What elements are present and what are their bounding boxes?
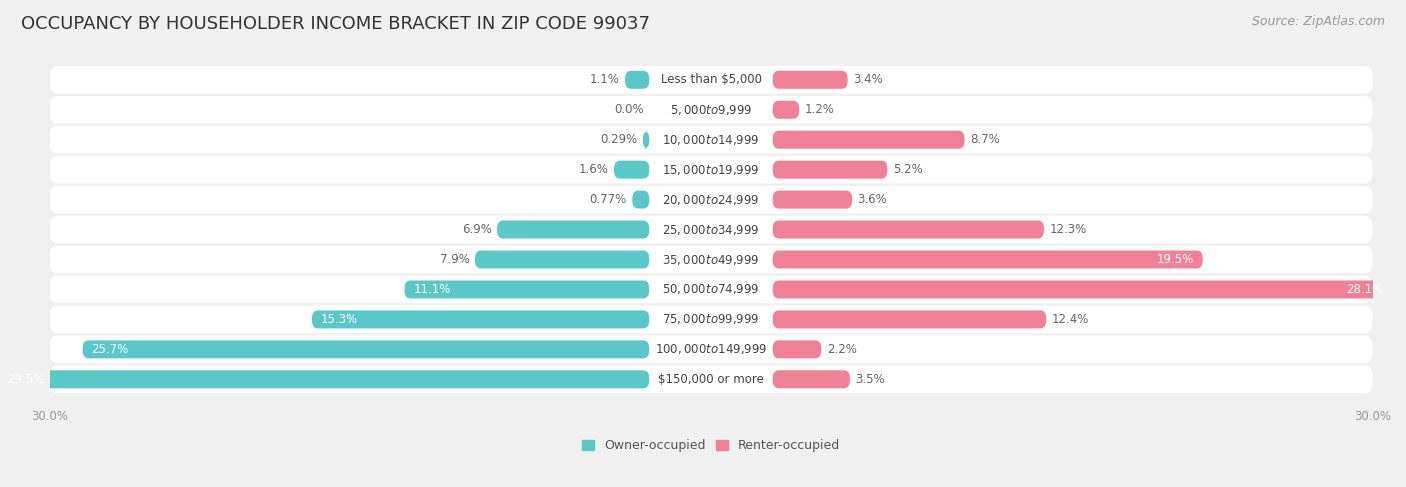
FancyBboxPatch shape xyxy=(475,250,650,268)
FancyBboxPatch shape xyxy=(49,66,1372,94)
Text: $50,000 to $74,999: $50,000 to $74,999 xyxy=(662,282,759,297)
FancyBboxPatch shape xyxy=(49,186,1372,213)
Text: 19.5%: 19.5% xyxy=(1157,253,1194,266)
Text: 3.6%: 3.6% xyxy=(858,193,887,206)
FancyBboxPatch shape xyxy=(773,71,848,89)
Text: OCCUPANCY BY HOUSEHOLDER INCOME BRACKET IN ZIP CODE 99037: OCCUPANCY BY HOUSEHOLDER INCOME BRACKET … xyxy=(21,15,650,33)
FancyBboxPatch shape xyxy=(773,340,821,358)
Text: 12.3%: 12.3% xyxy=(1049,223,1087,236)
Text: 7.9%: 7.9% xyxy=(440,253,470,266)
FancyBboxPatch shape xyxy=(312,310,650,328)
FancyBboxPatch shape xyxy=(405,281,650,299)
FancyBboxPatch shape xyxy=(49,366,1372,393)
FancyBboxPatch shape xyxy=(49,216,1372,244)
Text: 1.6%: 1.6% xyxy=(579,163,609,176)
Text: 25.7%: 25.7% xyxy=(91,343,129,356)
FancyBboxPatch shape xyxy=(49,156,1372,184)
Text: $20,000 to $24,999: $20,000 to $24,999 xyxy=(662,192,759,206)
FancyBboxPatch shape xyxy=(49,96,1372,124)
Text: $5,000 to $9,999: $5,000 to $9,999 xyxy=(669,103,752,117)
Text: 29.5%: 29.5% xyxy=(7,373,45,386)
Text: $75,000 to $99,999: $75,000 to $99,999 xyxy=(662,312,759,326)
FancyBboxPatch shape xyxy=(773,131,965,149)
FancyBboxPatch shape xyxy=(614,161,650,179)
Text: $100,000 to $149,999: $100,000 to $149,999 xyxy=(655,342,768,356)
Text: 12.4%: 12.4% xyxy=(1052,313,1090,326)
FancyBboxPatch shape xyxy=(49,246,1372,273)
Text: $10,000 to $14,999: $10,000 to $14,999 xyxy=(662,132,759,147)
Text: 11.1%: 11.1% xyxy=(413,283,451,296)
Text: $15,000 to $19,999: $15,000 to $19,999 xyxy=(662,163,759,177)
FancyBboxPatch shape xyxy=(773,370,849,388)
Text: 6.9%: 6.9% xyxy=(461,223,492,236)
Text: 2.2%: 2.2% xyxy=(827,343,856,356)
FancyBboxPatch shape xyxy=(49,336,1372,363)
Text: 15.3%: 15.3% xyxy=(321,313,359,326)
FancyBboxPatch shape xyxy=(773,281,1392,299)
FancyBboxPatch shape xyxy=(49,306,1372,333)
FancyBboxPatch shape xyxy=(498,221,650,239)
Text: $35,000 to $49,999: $35,000 to $49,999 xyxy=(662,252,759,266)
Text: Source: ZipAtlas.com: Source: ZipAtlas.com xyxy=(1251,15,1385,28)
Text: 0.77%: 0.77% xyxy=(589,193,627,206)
Text: 5.2%: 5.2% xyxy=(893,163,922,176)
FancyBboxPatch shape xyxy=(773,250,1202,268)
Text: 0.0%: 0.0% xyxy=(614,103,644,116)
Text: $25,000 to $34,999: $25,000 to $34,999 xyxy=(662,223,759,237)
FancyBboxPatch shape xyxy=(49,126,1372,153)
FancyBboxPatch shape xyxy=(773,101,799,119)
FancyBboxPatch shape xyxy=(773,310,1046,328)
FancyBboxPatch shape xyxy=(49,276,1372,303)
FancyBboxPatch shape xyxy=(773,190,852,208)
FancyBboxPatch shape xyxy=(773,221,1045,239)
FancyBboxPatch shape xyxy=(0,370,650,388)
Text: 1.1%: 1.1% xyxy=(589,74,620,86)
Text: 1.2%: 1.2% xyxy=(804,103,835,116)
FancyBboxPatch shape xyxy=(83,340,650,358)
FancyBboxPatch shape xyxy=(633,190,650,208)
Text: 3.4%: 3.4% xyxy=(853,74,883,86)
FancyBboxPatch shape xyxy=(626,71,650,89)
Text: 8.7%: 8.7% xyxy=(970,133,1000,146)
Text: 28.1%: 28.1% xyxy=(1347,283,1384,296)
Text: Less than $5,000: Less than $5,000 xyxy=(661,74,762,86)
Legend: Owner-occupied, Renter-occupied: Owner-occupied, Renter-occupied xyxy=(576,434,845,457)
Text: $150,000 or more: $150,000 or more xyxy=(658,373,763,386)
FancyBboxPatch shape xyxy=(773,161,887,179)
Text: 0.29%: 0.29% xyxy=(600,133,637,146)
FancyBboxPatch shape xyxy=(643,131,650,149)
Text: 3.5%: 3.5% xyxy=(855,373,884,386)
